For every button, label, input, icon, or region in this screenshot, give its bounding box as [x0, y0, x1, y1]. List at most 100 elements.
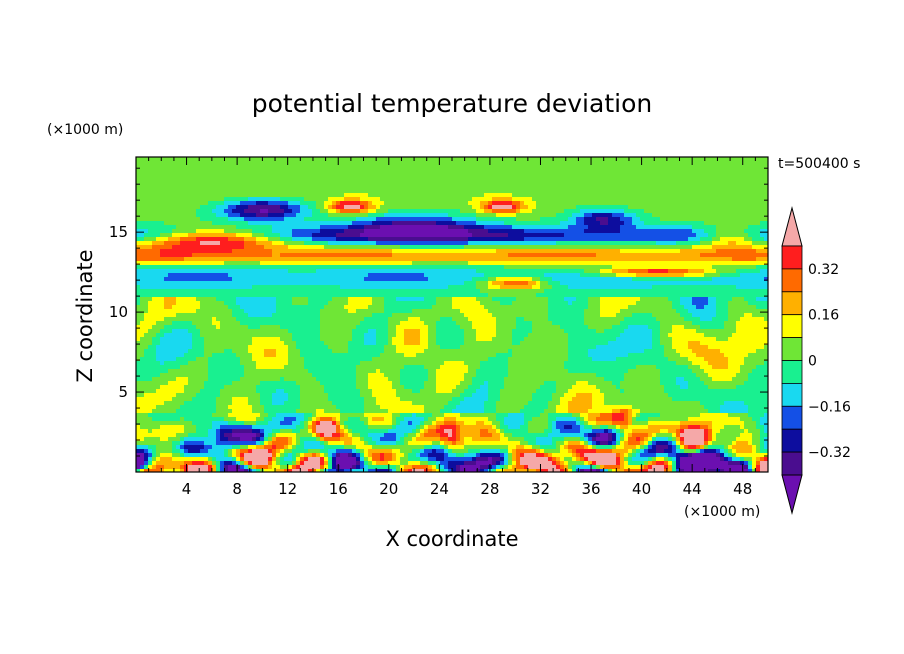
field-cell	[436, 169, 441, 174]
field-cell	[360, 197, 365, 202]
field-cell	[636, 265, 641, 270]
field-cell	[424, 221, 429, 226]
field-cell	[184, 269, 189, 274]
field-cell	[168, 177, 173, 182]
field-cell	[332, 257, 337, 262]
field-cell	[260, 201, 265, 206]
field-cell	[276, 245, 281, 250]
field-cell	[640, 181, 645, 186]
field-cell	[320, 209, 325, 214]
field-cell	[296, 253, 301, 258]
field-cell	[296, 193, 301, 198]
field-cell	[280, 265, 285, 270]
field-cell	[276, 209, 281, 214]
field-cell	[536, 261, 541, 266]
field-cell	[648, 233, 653, 238]
field-cell	[604, 161, 609, 166]
field-cell	[740, 221, 745, 226]
field-cell	[640, 269, 645, 274]
field-cell	[300, 253, 305, 258]
field-cell	[260, 205, 265, 210]
field-cell	[724, 241, 729, 246]
field-cell	[640, 161, 645, 166]
field-cell	[268, 213, 273, 218]
field-cell	[508, 277, 513, 282]
field-cell	[656, 233, 661, 238]
field-cell	[588, 201, 593, 206]
field-cell	[588, 193, 593, 198]
field-cell	[332, 169, 337, 174]
field-cell	[324, 269, 329, 274]
field-cell	[632, 157, 637, 162]
field-cell	[716, 253, 721, 258]
field-cell	[716, 177, 721, 182]
field-cell	[480, 213, 485, 218]
field-cell	[624, 245, 629, 250]
field-cell	[512, 217, 517, 222]
field-cell	[324, 213, 329, 218]
field-cell	[588, 257, 593, 262]
field-cell	[176, 193, 181, 198]
field-cell	[696, 225, 701, 230]
field-cell	[620, 217, 625, 222]
field-cell	[472, 185, 477, 190]
field-cell	[476, 169, 481, 174]
field-cell	[340, 177, 345, 182]
field-cell	[468, 265, 473, 270]
field-cell	[752, 245, 757, 250]
field-cell	[608, 277, 613, 282]
field-cell	[332, 221, 337, 226]
field-cell	[308, 193, 313, 198]
field-cell	[708, 165, 713, 170]
field-cell	[552, 253, 557, 258]
field-cell	[492, 257, 497, 262]
field-cell	[440, 169, 445, 174]
field-cell	[760, 249, 765, 254]
field-cell	[440, 193, 445, 198]
field-cell	[348, 213, 353, 218]
field-cell	[676, 173, 681, 178]
field-cell	[336, 221, 341, 226]
field-cell	[436, 253, 441, 258]
field-cell	[336, 193, 341, 198]
field-cell	[296, 241, 301, 246]
field-cell	[312, 253, 317, 258]
field-cell	[452, 169, 457, 174]
field-cell	[712, 261, 717, 266]
field-cell	[284, 201, 289, 206]
field-cell	[312, 257, 317, 262]
field-cell	[704, 229, 709, 234]
field-cell	[280, 173, 285, 178]
field-cell	[728, 241, 733, 246]
field-cell	[136, 193, 141, 198]
field-cell	[516, 221, 521, 226]
field-cell	[732, 165, 737, 170]
field-cell	[688, 177, 693, 182]
field-cell	[468, 253, 473, 258]
field-cell	[724, 249, 729, 254]
field-cell	[528, 185, 533, 190]
field-cell	[484, 265, 489, 270]
field-cell	[456, 213, 461, 218]
field-cell	[580, 261, 585, 266]
field-cell	[472, 225, 477, 230]
field-cell	[620, 245, 625, 250]
field-cell	[152, 277, 157, 282]
field-cell	[296, 213, 301, 218]
field-cell	[448, 165, 453, 170]
field-cell	[624, 237, 629, 242]
field-cell	[648, 237, 653, 242]
field-cell	[468, 161, 473, 166]
field-cell	[300, 185, 305, 190]
field-cell	[528, 237, 533, 242]
field-cell	[296, 209, 301, 214]
field-cell	[324, 181, 329, 186]
field-cell	[548, 273, 553, 278]
field-cell	[228, 253, 233, 258]
field-cell	[668, 213, 673, 218]
field-cell	[528, 269, 533, 274]
field-cell	[224, 193, 229, 198]
field-cell	[584, 269, 589, 274]
field-cell	[692, 177, 697, 182]
field-cell	[188, 169, 193, 174]
